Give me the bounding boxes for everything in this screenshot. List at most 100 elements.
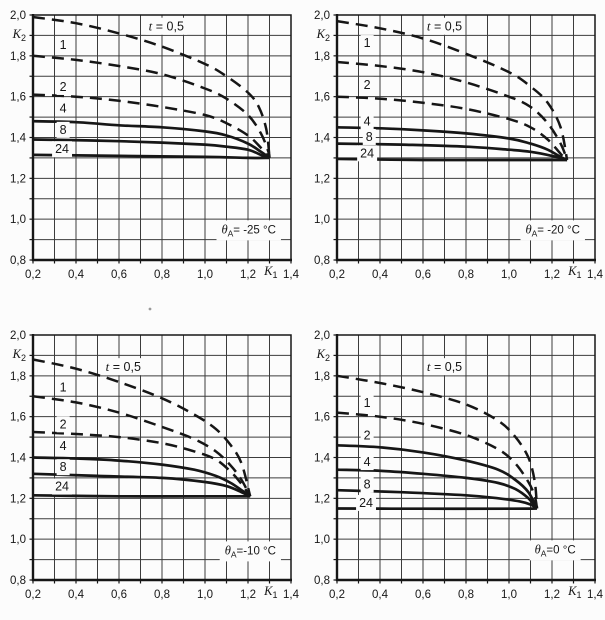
label-mask: [216, 220, 281, 241]
y-tick-label: 1,4: [314, 133, 331, 145]
curve-t-1h: [336, 60, 569, 161]
x-tick-label: 0,2: [329, 589, 345, 601]
curve-label-t-24h: 24: [359, 496, 373, 510]
label-mask: [102, 358, 144, 376]
y-tick-label: 1,4: [10, 133, 27, 145]
label-mask: [360, 454, 374, 471]
curve-t-24h: [32, 493, 251, 498]
label-mask: [565, 264, 584, 280]
x-tick-label: 0,8: [458, 269, 474, 281]
label-mask: [520, 220, 585, 241]
curve-t-24h: [336, 157, 568, 162]
curve-t-1h: [32, 54, 271, 159]
label-mask: [56, 437, 70, 454]
y-tick-label: 0,8: [314, 255, 330, 267]
label-mask: [219, 541, 281, 562]
label-mask: [529, 540, 581, 561]
x-tick-label: 1,2: [240, 589, 256, 601]
label-mask: [423, 17, 466, 35]
x-tick-label: 1,4: [587, 589, 604, 601]
y-tick-label: 1,6: [314, 412, 330, 424]
curve-t-24h: [32, 153, 270, 160]
y-tick-label: 1,8: [10, 371, 26, 383]
x-tick-label: 0,8: [458, 589, 474, 601]
x-tick-label: 0,6: [111, 589, 127, 601]
curve-label-t-8h: 8: [366, 130, 373, 144]
curve-label-t-2h: 2: [364, 429, 371, 443]
y-axis-title: K2: [12, 347, 26, 363]
x-tick-label: 0,4: [68, 269, 85, 281]
curve-label-t-24h: 24: [360, 146, 374, 160]
curve-label-t-0.5h: t = 0,5: [427, 359, 462, 374]
y-axis-title: K2: [316, 347, 330, 363]
x-tick-label: 0,4: [372, 589, 389, 601]
label-mask: [56, 100, 70, 117]
curve-t-8h: [32, 138, 270, 160]
label-mask: [145, 17, 187, 35]
label-mask: [360, 427, 374, 444]
curve-t-8h: [336, 488, 538, 510]
temperature-label: θA= -20 °C: [525, 222, 579, 238]
y-tick-label: 1,0: [10, 214, 26, 226]
x-tick-label: 1,0: [197, 589, 213, 601]
x-tick-label: 1,0: [501, 269, 517, 281]
curve-label-t-1h: 1: [364, 36, 371, 50]
curve-label-t-2h: 2: [60, 80, 67, 94]
y-tick-label: 1,6: [10, 412, 26, 424]
y-tick-label: 1,2: [10, 173, 26, 185]
curve-t-4h: [32, 456, 251, 498]
temperature-label: θA=-10 °C: [225, 543, 276, 559]
curve-label-t-2h: 2: [364, 78, 371, 92]
y-tick-label: 0,8: [314, 575, 330, 587]
y-tick-label: 1,0: [314, 214, 330, 226]
curve-t-8h: [336, 142, 568, 162]
curve-t-4h: [32, 119, 271, 159]
x-axis-title: K1: [263, 264, 277, 280]
label-mask: [261, 584, 280, 600]
x-tick-label: 0,6: [415, 269, 431, 281]
label-mask: [360, 76, 374, 93]
label-mask: [56, 459, 70, 476]
scan-speck: [148, 307, 152, 311]
y-axis-title: K2: [316, 27, 330, 43]
x-tick-label: 1,4: [283, 269, 300, 281]
y-tick-label: 1,0: [314, 534, 330, 546]
curve-t-2h: [32, 93, 271, 159]
label-mask: [357, 145, 378, 162]
label-mask: [565, 584, 584, 600]
curve-label-t-2h: 2: [60, 417, 67, 431]
label-mask: [52, 478, 73, 495]
x-tick-label: 0,2: [329, 269, 345, 281]
y-tick-label: 2,0: [314, 330, 330, 342]
curve-label-t-1h: 1: [60, 38, 67, 52]
curve-label-t-0.5h: t = 0,5: [106, 359, 141, 374]
temperature-label: θA=0 °C: [535, 542, 576, 558]
label-mask: [56, 416, 70, 433]
x-tick-label: 1,2: [544, 269, 560, 281]
label-mask: [56, 121, 70, 138]
curve-label-t-4h: 4: [364, 115, 371, 129]
temperature-label: θA= -25 °C: [221, 222, 275, 238]
y-tick-label: 1,2: [10, 493, 26, 505]
curve-label-t-0.5h: t = 0,5: [149, 19, 184, 34]
y-tick-label: 1,8: [314, 51, 330, 63]
y-tick-label: 2,0: [10, 330, 26, 342]
x-tick-label: 1,0: [501, 589, 517, 601]
y-tick-label: 0,8: [10, 255, 26, 267]
label-mask: [360, 476, 374, 493]
x-tick-label: 0,4: [68, 589, 85, 601]
x-axis-title: K1: [567, 584, 581, 600]
x-tick-label: 1,0: [197, 269, 213, 281]
label-mask: [423, 358, 466, 376]
x-tick-label: 0,8: [154, 589, 170, 601]
y-tick-label: 0,8: [10, 575, 26, 587]
curve-label-t-24h: 24: [55, 142, 69, 156]
curve-label-t-1h: 1: [60, 381, 67, 395]
x-tick-label: 1,2: [240, 269, 256, 281]
x-tick-label: 0,6: [415, 589, 431, 601]
label-mask: [362, 128, 376, 145]
y-tick-label: 1,6: [10, 92, 26, 104]
